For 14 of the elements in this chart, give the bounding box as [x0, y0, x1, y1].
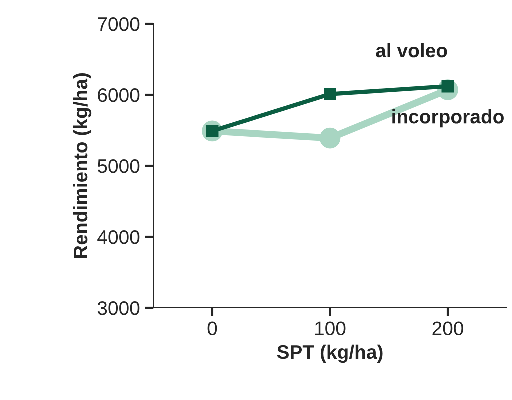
y-tick-label: 3000 — [98, 301, 140, 316]
y-tick-label: 7000 — [98, 17, 140, 32]
x-tick-label: 100 — [316, 322, 346, 336]
point — [320, 128, 341, 149]
x-tick-label: 200 — [432, 322, 464, 336]
series-label: incorporado — [392, 109, 504, 128]
y-tick-label: 4000 — [98, 230, 140, 244]
y-tick-label: 5000 — [98, 159, 140, 174]
point — [324, 88, 336, 101]
y-tick-label: 6000 — [98, 88, 140, 102]
x-tick-label: 0 — [208, 322, 218, 336]
series-label: al voleo — [376, 43, 448, 58]
x-axis-title: SPT (kg/ha) — [277, 344, 383, 364]
y-axis-title: Rendimiento (kg/ha) — [73, 74, 92, 258]
